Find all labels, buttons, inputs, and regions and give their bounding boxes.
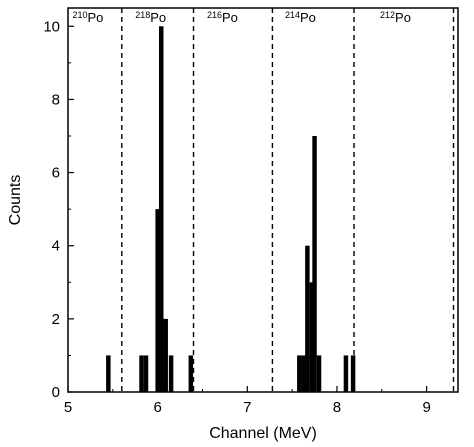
isotope-label: 214Po: [285, 10, 316, 25]
histogram-bar: [155, 209, 160, 392]
x-tick-label: 7: [243, 399, 251, 416]
isotope-label: 212Po: [380, 10, 411, 25]
x-axis-label: Channel (MeV): [209, 425, 317, 442]
histogram-bar: [301, 355, 307, 392]
histogram-bar: [312, 136, 317, 392]
histogram-bar: [316, 355, 322, 392]
isotope-label: 216Po: [207, 10, 238, 25]
x-axis-ticks: 5 6 7 8 9: [64, 386, 431, 416]
isotope-label: 218Po: [135, 10, 166, 25]
y-tick-label: 8: [52, 91, 60, 108]
histogram-bar: [159, 26, 164, 392]
y-axis-label: Counts: [7, 175, 24, 226]
histogram-bar: [143, 355, 149, 392]
y-tick-label: 6: [52, 165, 60, 182]
y-axis-ticks: 0 2 4 6 8 10: [43, 18, 74, 401]
histogram-bar: [168, 355, 174, 392]
isotope-label: 210Po: [72, 10, 103, 25]
histogram-bars: [106, 26, 356, 392]
y-tick-label: 2: [52, 311, 60, 328]
region-boundaries: [121, 8, 455, 392]
histogram-bar: [188, 355, 194, 392]
histogram-bar: [343, 355, 349, 392]
x-tick-label: 9: [422, 399, 430, 416]
x-tick-label: 8: [333, 399, 341, 416]
x-tick-label: 5: [64, 399, 72, 416]
histogram-bar: [350, 355, 356, 392]
y-tick-label: 4: [52, 238, 60, 255]
histogram-bar: [106, 355, 111, 392]
histogram-bar: [163, 318, 168, 392]
region-labels: 210Po 218Po 216Po 214Po 212Po: [72, 10, 410, 25]
histogram-bar: [139, 355, 144, 392]
y-tick-label: 10: [43, 18, 60, 35]
y-tick-label: 0: [52, 384, 60, 401]
plot-frame: [67, 7, 459, 393]
histogram-bar: [297, 355, 302, 392]
x-tick-label: 6: [153, 399, 161, 416]
histogram-bar: [309, 282, 315, 392]
histogram-bar: [305, 245, 310, 392]
